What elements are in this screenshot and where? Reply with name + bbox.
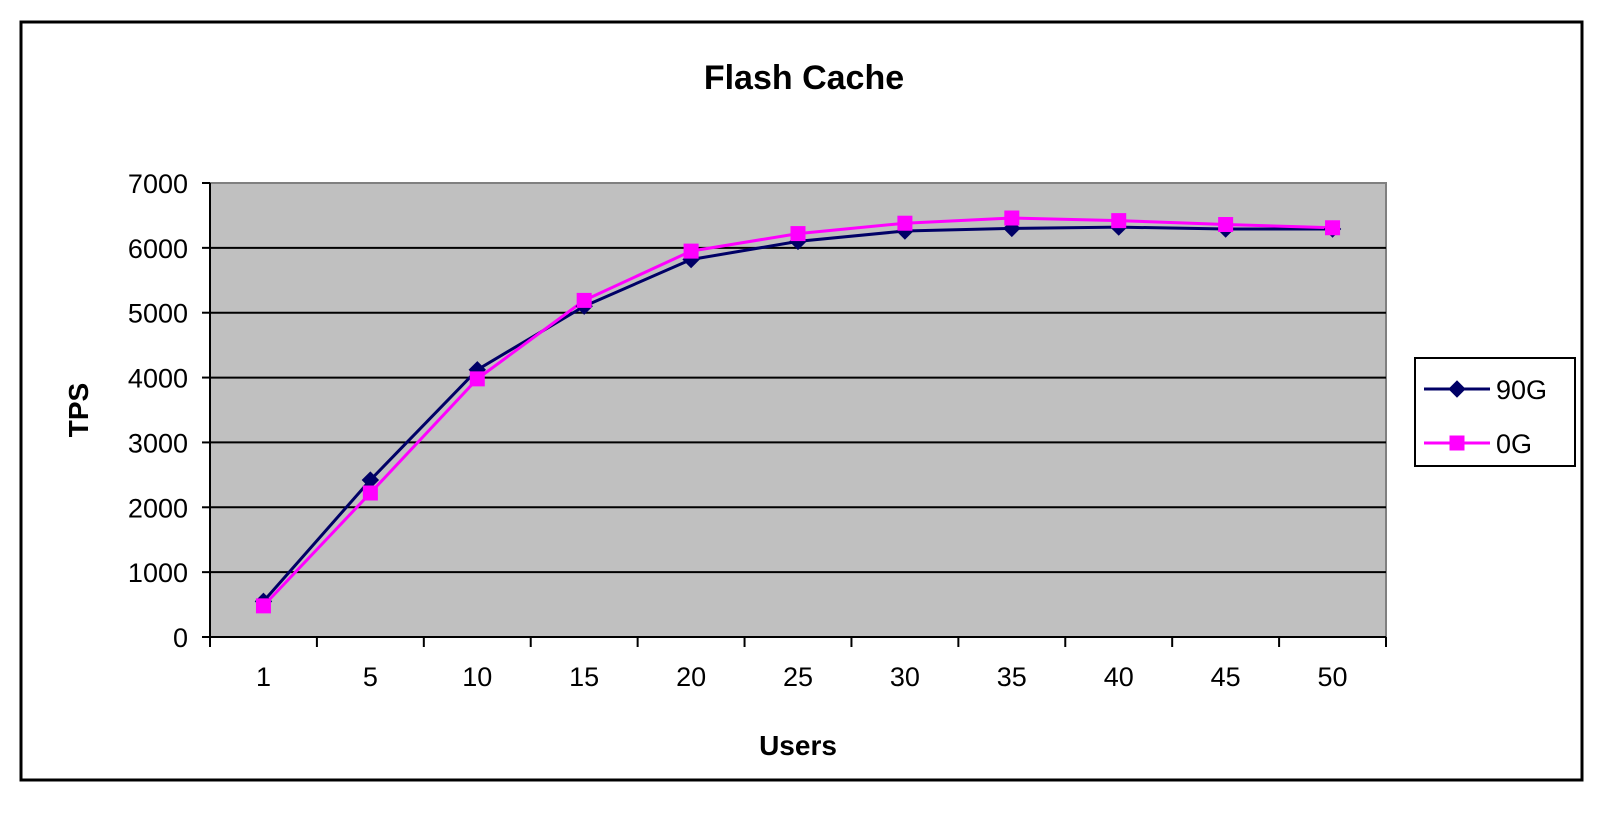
y-tick-label: 0 — [173, 623, 188, 653]
x-tick-label: 40 — [1104, 662, 1134, 692]
x-tick-label: 30 — [890, 662, 920, 692]
y-tick-label: 7000 — [128, 169, 188, 199]
data-point-0g — [1325, 220, 1341, 236]
data-point-0g — [1004, 210, 1020, 226]
data-point-0g — [362, 485, 378, 501]
series-markers — [254, 210, 1342, 614]
x-tick-label: 1 — [256, 662, 271, 692]
y-axis: 0 1000 2000 3000 4000 5000 6000 7000 — [128, 169, 211, 653]
y-axis-title: TPS — [63, 383, 94, 437]
y-tick-label: 3000 — [128, 428, 188, 458]
data-point-0g — [683, 243, 699, 259]
data-point-0g — [1218, 217, 1234, 233]
data-point-0g — [255, 598, 271, 614]
y-tick-label: 4000 — [128, 364, 188, 394]
data-point-0g — [790, 226, 806, 242]
x-tick-label: 45 — [1211, 662, 1241, 692]
data-point-0g — [1111, 213, 1127, 229]
x-tick-label: 25 — [783, 662, 813, 692]
legend-label: 0G — [1496, 429, 1532, 459]
legend-marker — [1448, 380, 1466, 398]
x-tick-label: 35 — [997, 662, 1027, 692]
x-axis: 1 5 10 15 20 25 30 35 40 45 50 — [209, 636, 1387, 692]
data-point-0g — [469, 371, 485, 387]
x-tick-label: 50 — [1318, 662, 1348, 692]
legend-marker — [1449, 435, 1465, 451]
legend: 90G 0G — [1414, 357, 1576, 467]
plot-area — [209, 182, 1387, 638]
y-tick-label: 1000 — [128, 558, 188, 588]
data-point-0g — [897, 215, 913, 231]
y-tick-label: 5000 — [128, 299, 188, 329]
x-tick-label: 10 — [462, 662, 492, 692]
x-tick-label: 15 — [569, 662, 599, 692]
y-tick-label: 6000 — [128, 234, 188, 264]
x-tick-label: 20 — [676, 662, 706, 692]
chart-title: Flash Cache — [704, 59, 904, 97]
y-tick-label: 2000 — [128, 493, 188, 523]
x-tick-label: 5 — [363, 662, 378, 692]
data-point-0g — [576, 292, 592, 308]
legend-box — [1414, 357, 1576, 467]
legend-items: 90G 0G — [1424, 375, 1547, 459]
legend-label: 90G — [1496, 375, 1547, 405]
x-axis-title: Users — [759, 730, 837, 761]
